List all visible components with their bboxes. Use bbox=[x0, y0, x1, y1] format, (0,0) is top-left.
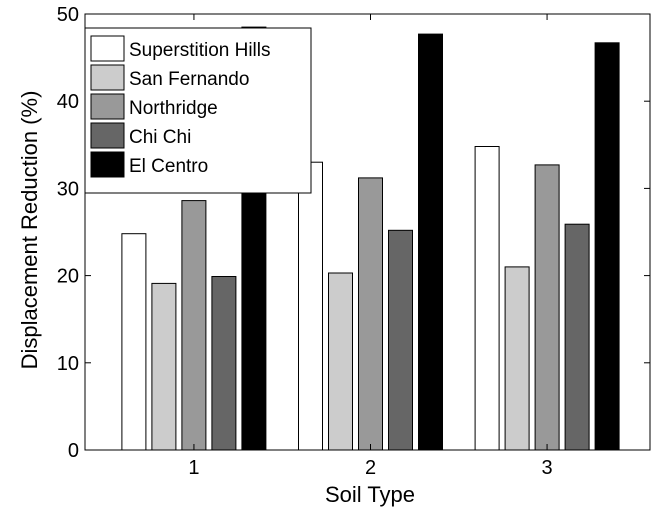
legend-swatch bbox=[90, 151, 125, 178]
bar-superstition-hills-soil-2 bbox=[298, 161, 323, 451]
y-axis-label: Displacement Reduction (%) bbox=[17, 91, 42, 370]
legend-swatch bbox=[90, 122, 125, 149]
bar-chi-chi-soil-1 bbox=[211, 276, 237, 451]
bar-northridge-soil-2 bbox=[358, 177, 383, 451]
y-tick-label: 10 bbox=[57, 353, 79, 375]
legend-items: Superstition Hills San Fernando Northridge… bbox=[90, 35, 271, 178]
legend-label: Superstition Hills bbox=[129, 40, 271, 61]
legend-label: El Centro bbox=[129, 156, 208, 177]
bar-san-fernando-soil-3 bbox=[504, 266, 530, 451]
bar-san-fernando-soil-1 bbox=[151, 282, 177, 451]
legend-swatch bbox=[90, 35, 125, 62]
bar-superstition-hills-soil-3 bbox=[474, 146, 500, 451]
legend-label: Northridge bbox=[129, 98, 218, 119]
bar-el-centro-soil-2 bbox=[418, 33, 443, 451]
y-tick-label: 20 bbox=[57, 266, 79, 288]
bar-san-fernando-soil-2 bbox=[328, 272, 353, 451]
bar-el-centro-soil-3 bbox=[594, 42, 620, 451]
axes-layer bbox=[84, 13, 651, 451]
plot-frame bbox=[84, 13, 651, 451]
x-tick-label: 2 bbox=[365, 457, 376, 479]
bar-superstition-hills-soil-1 bbox=[121, 233, 147, 451]
x-tick-label: 3 bbox=[542, 457, 553, 479]
y-tick-label: 0 bbox=[68, 440, 79, 462]
y-tick-label: 40 bbox=[57, 91, 79, 113]
bar-northridge-soil-3 bbox=[534, 164, 560, 451]
legend-swatch bbox=[90, 64, 125, 91]
bar-chi-chi-soil-2 bbox=[388, 229, 413, 451]
ticks-layer: 0 10 20 30 40 50 1 2 3 bbox=[57, 4, 650, 479]
x-tick-label: 1 bbox=[188, 457, 199, 479]
legend-swatch bbox=[90, 93, 125, 120]
legend-label: Chi Chi bbox=[129, 127, 191, 148]
legend: Superstition Hills San Fernando Northridge… bbox=[84, 27, 312, 194]
x-axis-label: Soil Type bbox=[325, 482, 415, 507]
y-tick-label: 30 bbox=[57, 178, 79, 200]
y-tick-label: 50 bbox=[57, 4, 79, 26]
bar-northridge-soil-1 bbox=[181, 200, 207, 451]
bar-chi-chi-soil-3 bbox=[564, 223, 590, 451]
legend-label: San Fernando bbox=[129, 69, 249, 90]
